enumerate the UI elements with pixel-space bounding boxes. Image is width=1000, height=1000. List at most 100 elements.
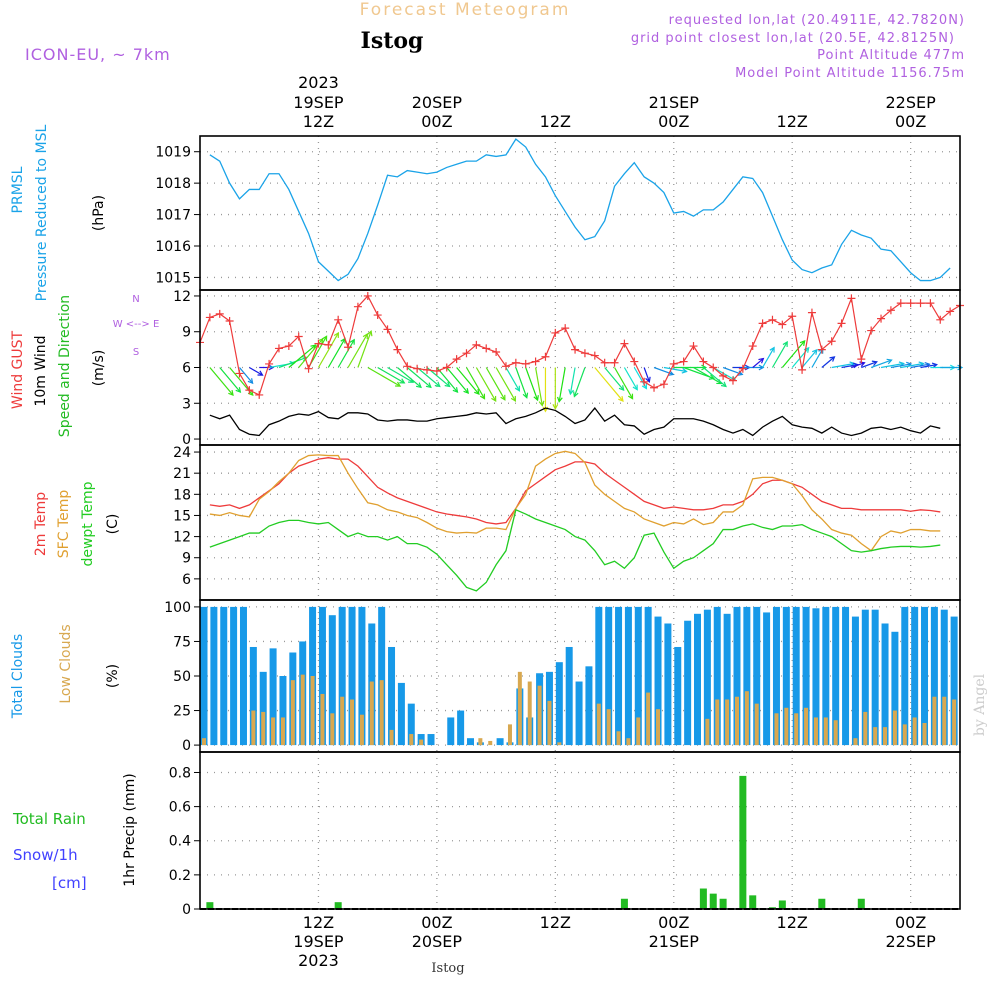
wind-arrow (446, 367, 470, 395)
cloud-unit-label: (%) (105, 664, 121, 688)
wind-arrow (604, 367, 625, 392)
gust-marker (462, 349, 471, 358)
y-tick-label: 12 (173, 530, 191, 546)
gust-marker (511, 358, 520, 367)
snow-label: Snow/1h (13, 846, 78, 864)
total-cloud-bar (220, 606, 228, 746)
gust-marker (807, 308, 816, 317)
rain-bar (719, 898, 727, 909)
wind-arrow (643, 367, 651, 383)
total-cloud-bar (200, 606, 208, 746)
wind-arrow-head (479, 393, 486, 400)
low-cloud-bar (883, 727, 888, 746)
wind-arrow-head (268, 364, 275, 371)
low-cloud-bar (656, 709, 661, 746)
low-cloud-bar (754, 703, 759, 746)
total-cloud-bar (457, 710, 465, 746)
wind-arrow-head (573, 391, 579, 398)
total-cloud-bar (822, 606, 830, 746)
low-cloud-bar (389, 729, 394, 746)
wind-arrow-shaft (890, 363, 912, 369)
total-cloud-bar (259, 671, 267, 746)
wind-arrow-shaft (475, 367, 497, 402)
watermark: by Angel (972, 673, 988, 736)
low-cloud-bar (774, 713, 779, 746)
low-clouds-label: Low Clouds (58, 624, 74, 703)
wind-arrow-head (799, 339, 806, 346)
wind-arrow-head (425, 382, 432, 389)
panel-2: 0 3 6 9 12 (173, 289, 964, 448)
low-cloud-bar (794, 713, 799, 746)
gust-marker (255, 390, 264, 399)
wind-arrow (821, 356, 836, 368)
wind-arrow-shaft (505, 367, 520, 392)
wind-arrow-head (533, 395, 539, 402)
wind-arrow (762, 346, 775, 368)
total-cloud-bar (397, 682, 405, 746)
wind-arrow (940, 364, 964, 371)
panel3-labels: 2m Temp SFC Temp dewpt Temp (C) (33, 481, 121, 566)
wind-arrow-head (415, 382, 422, 389)
gust-marker (284, 342, 293, 351)
gust-marker (353, 302, 362, 311)
wind-arrow-head (434, 381, 441, 388)
wind-arrow-head (701, 364, 708, 371)
wind-arrow (465, 367, 486, 400)
gust-marker (383, 325, 392, 334)
wind-arrow (663, 366, 688, 374)
wind-arrow-head (444, 381, 451, 388)
wind-arrow-head (758, 357, 765, 364)
wind-arrow-shaft (880, 362, 904, 369)
wind-arrow-head (829, 356, 836, 362)
low-cloud-bar (527, 681, 532, 746)
y-tick-label: 1015 (155, 270, 191, 286)
gust-marker (650, 383, 659, 392)
total-cloud-bar (348, 606, 356, 746)
wind-arrow-shaft (910, 363, 930, 369)
wind-arrow-head (568, 389, 574, 396)
rain-bar (334, 902, 342, 909)
total-cloud-bar (210, 606, 218, 746)
top-axis-label: 2023 (298, 73, 339, 92)
compass-we: W <--> E (113, 319, 160, 330)
product-title: Forecast Meteogram (360, 0, 571, 20)
wind-arrow-head (618, 385, 625, 392)
gust-marker (472, 340, 481, 349)
wind-arrow (673, 364, 708, 371)
model-altitude: Model Point Altitude 1156.75m (735, 66, 965, 81)
wind-arrow-shaft (209, 367, 234, 396)
gust-marker (590, 351, 599, 360)
wind-arrow-shaft (771, 341, 788, 368)
wind-arrow-shaft (558, 367, 566, 402)
total-cloud-bar (930, 606, 938, 746)
gust-marker (482, 344, 491, 353)
y-tick-label: 15 (173, 508, 191, 524)
total-cloud-bar (565, 646, 573, 746)
wind-arrow (781, 339, 806, 368)
bottom-axis-label: 12Z (540, 913, 571, 932)
total-cloud-bar (674, 646, 682, 746)
y-tick-label: 21 (173, 466, 191, 482)
gust-marker (610, 358, 619, 367)
total-cloud-bar (585, 666, 593, 746)
wind-arrow-head (681, 367, 688, 374)
wind-arrow (456, 367, 480, 396)
wind-label: 10m Wind (33, 335, 49, 406)
bottom-axis-label: 19SEP (293, 932, 344, 951)
bottom-axis-label: 12Z (303, 913, 334, 932)
total-cloud-bar (684, 620, 692, 746)
total-cloud-bar (595, 606, 603, 746)
wind-arrow-head (366, 330, 373, 337)
panel4-labels: Total Clouds Low Clouds (%) (10, 624, 121, 719)
wind-arrow-head (474, 389, 480, 396)
total-cloud-bar (772, 606, 780, 746)
wind-arrow-head (618, 396, 624, 403)
wind-arrow-shaft (239, 367, 254, 384)
y-tick-label: 1016 (155, 239, 191, 255)
low-cloud-bar (823, 717, 828, 746)
wind-arrow-head (491, 395, 497, 403)
low-cloud-bar (715, 699, 720, 746)
wind-arrow-shaft (485, 367, 506, 401)
wind-arrow (357, 330, 373, 368)
gust-marker (205, 313, 214, 322)
